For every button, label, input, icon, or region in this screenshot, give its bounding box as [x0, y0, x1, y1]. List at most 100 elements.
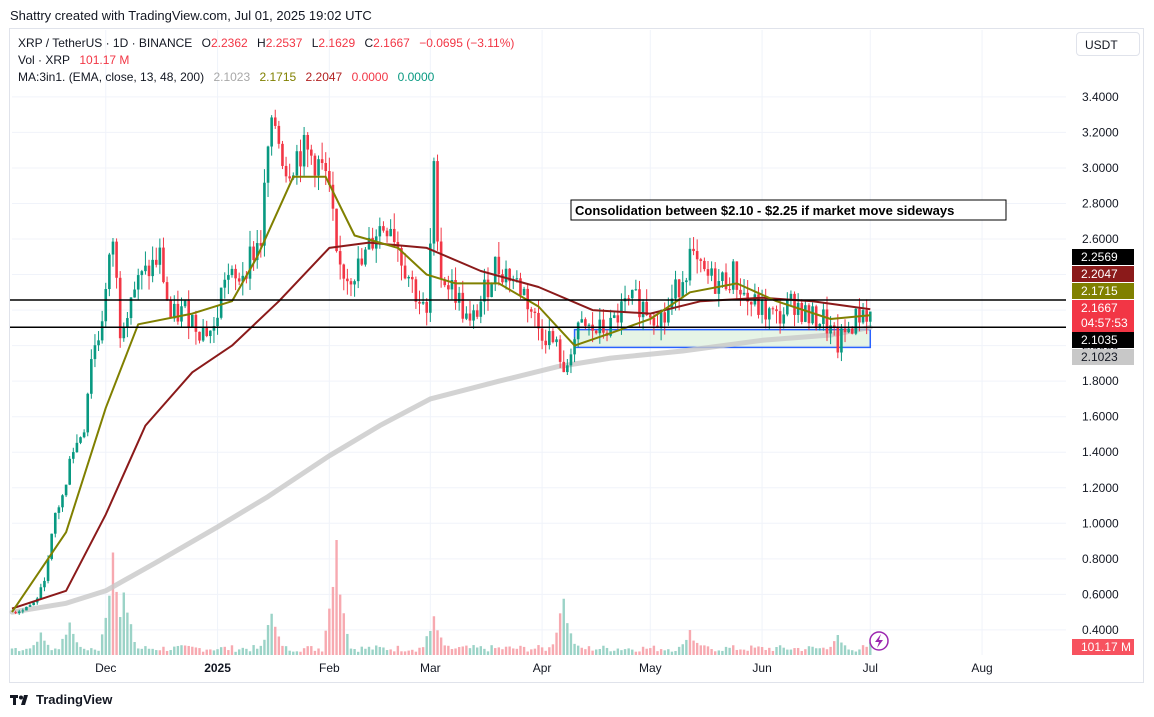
volume-bar — [418, 647, 421, 655]
candle-body — [82, 432, 86, 438]
candle-body — [205, 327, 209, 337]
x-tick-label: Mar — [420, 661, 441, 675]
volume-bar — [530, 649, 533, 655]
volume-bar — [796, 647, 800, 655]
volume-bar — [800, 651, 803, 655]
candle-body — [439, 241, 443, 280]
candle-body — [486, 279, 490, 298]
volume-bar — [515, 648, 519, 655]
volume-bar — [241, 647, 244, 655]
volume-bar — [562, 598, 565, 655]
candle-body — [674, 279, 677, 299]
candle-body — [793, 293, 796, 315]
volume-bar — [173, 646, 176, 655]
candle-body — [310, 149, 313, 156]
candle-body — [209, 330, 212, 337]
candle-body — [584, 319, 587, 326]
candle-body — [421, 301, 425, 304]
candle-body — [479, 301, 483, 317]
volume-value: 101.17 M — [79, 53, 130, 67]
candle-body — [346, 278, 349, 282]
volume-bar — [64, 634, 68, 655]
symbol-label[interactable]: XRP / TetherUS · 1D · BINANCE — [18, 36, 193, 50]
candle-body — [43, 580, 46, 588]
volume-bar — [371, 649, 374, 655]
volume-bar — [209, 649, 212, 655]
volume-bar — [86, 650, 89, 655]
candle-body — [140, 271, 144, 276]
volume-bar — [324, 630, 327, 655]
candle-body — [854, 308, 858, 334]
candle-body — [295, 151, 299, 176]
candle-body — [46, 559, 50, 581]
ema13-path — [11, 175, 871, 613]
ma200-value: 2.1023 — [213, 70, 251, 84]
candle-body — [32, 602, 35, 606]
volume-bar — [858, 649, 861, 655]
volume-bar — [789, 649, 793, 655]
candle-body — [757, 294, 760, 315]
volume-bar — [851, 650, 854, 655]
volume-bar — [118, 617, 122, 655]
volume-bar — [429, 630, 432, 655]
candle-body — [183, 300, 187, 307]
tradingview-logo[interactable]: TradingView — [10, 692, 112, 707]
volume-bar — [587, 646, 591, 655]
y-tick-label: 1.6000 — [1082, 410, 1119, 424]
volume-bar — [25, 648, 28, 655]
candle-body — [522, 288, 526, 296]
candle-body — [710, 268, 713, 276]
candle-body — [681, 282, 685, 298]
currency-button[interactable]: USDT — [1076, 32, 1140, 56]
candle-body — [800, 303, 804, 322]
ma-label[interactable]: MA:3in1. (EMA, close, 13, 48, 200) — [18, 70, 205, 84]
candle-body — [349, 281, 353, 285]
candle-body — [465, 313, 468, 319]
candle-body — [612, 315, 616, 318]
volume-bar — [353, 649, 356, 655]
candle-body — [100, 321, 104, 341]
volume-bar — [479, 646, 483, 655]
candle-body — [786, 299, 789, 315]
volume-bar — [43, 640, 46, 655]
candle-body — [331, 184, 335, 209]
volume-bar — [569, 633, 573, 655]
ema200-badge: 2.1023 — [1072, 349, 1134, 365]
volume-bar — [537, 645, 540, 655]
candle-body — [216, 317, 219, 327]
volume-bar — [692, 640, 695, 655]
candle-body — [320, 159, 324, 164]
x-tick-label: 2025 — [204, 661, 231, 675]
candle-body — [652, 317, 656, 326]
volume-bar — [609, 651, 612, 655]
volume-bar — [847, 649, 850, 655]
horizontal-levels: Consolidation between $2.10 - $2.25 if m… — [10, 199, 1066, 651]
volume-bar — [439, 637, 443, 655]
candle-body — [180, 306, 183, 322]
candle-body — [252, 246, 255, 261]
candle-body — [144, 265, 147, 272]
candle-body — [93, 345, 97, 360]
candle-body — [537, 312, 540, 329]
candle-body — [263, 182, 266, 246]
volume-label[interactable]: Vol · XRP — [18, 53, 71, 67]
volume-bar — [201, 651, 205, 655]
volume-bar — [198, 648, 201, 655]
volume-bar — [75, 642, 79, 655]
candle-body — [342, 264, 346, 279]
chart-caption: Shattry created with TradingView.com, Ju… — [10, 8, 372, 23]
volume-bar — [68, 622, 71, 655]
volume-bar — [757, 646, 760, 655]
volume-bar — [227, 650, 230, 655]
candle-body — [811, 306, 814, 324]
volume-bar — [129, 624, 133, 655]
volume-bar — [443, 645, 446, 655]
candle-body — [86, 393, 90, 433]
candle-body — [771, 308, 775, 310]
volume-bar — [753, 647, 757, 655]
x-tick-label: Dec — [95, 661, 116, 675]
volume-bar — [436, 630, 439, 655]
volume-bar — [804, 649, 807, 655]
candle-body — [483, 279, 486, 302]
